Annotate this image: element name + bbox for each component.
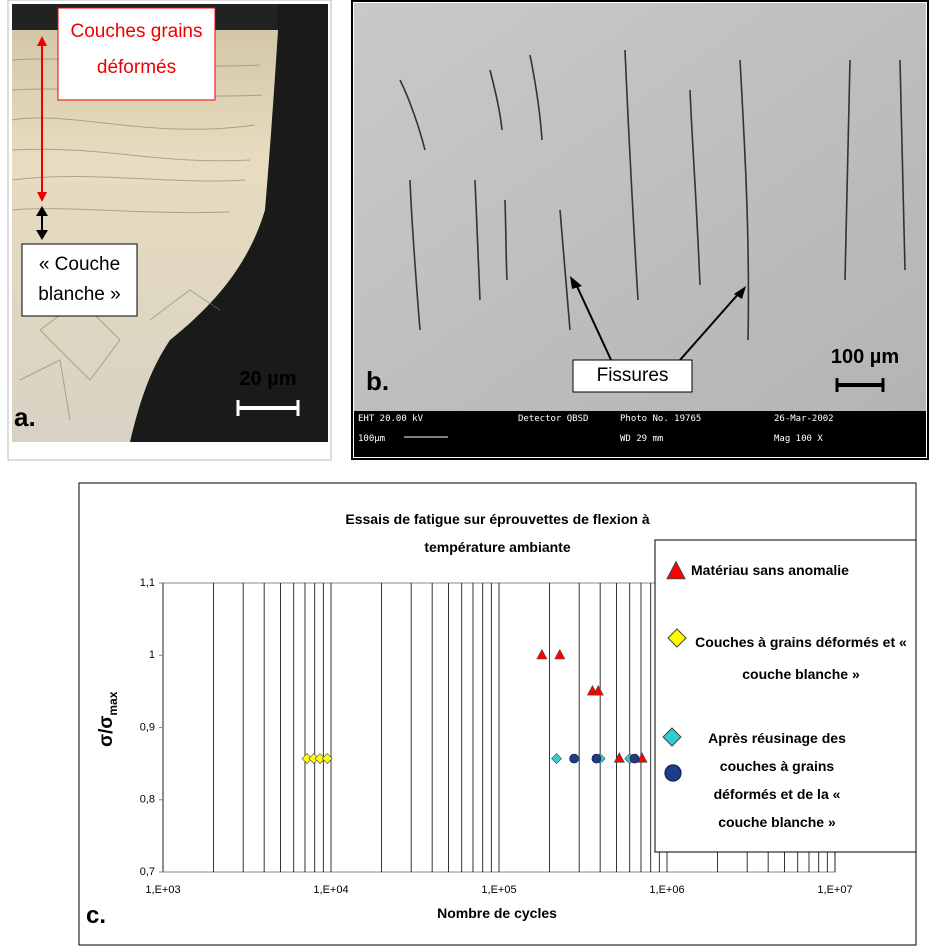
- x-tick-label: 1,E+07: [817, 884, 852, 896]
- marker-triangle: [536, 648, 548, 660]
- panel-label: c.: [86, 902, 107, 929]
- annotation-box: [572, 359, 693, 393]
- panel-b-border: [351, 0, 929, 460]
- marker-triangle: [592, 684, 604, 696]
- marker-circle: [591, 753, 602, 764]
- marker-diamond: [314, 753, 326, 764]
- marker-diamond: [662, 727, 682, 747]
- marker-triangle: [613, 752, 625, 763]
- x-tick-label: 1,E+06: [649, 884, 684, 896]
- y-tick-label: 1,1: [140, 577, 155, 589]
- micrograph-a-dark: [12, 4, 328, 442]
- y-axis-label: σ/σmax: [96, 692, 120, 747]
- sem-info-text: Photo No. 19765: [620, 414, 702, 424]
- sem-info-text: Detector QBSD: [518, 414, 589, 424]
- legend-label: Matériau sans anomalie: [691, 562, 849, 578]
- panel-label: a.: [14, 402, 36, 432]
- marker-circle: [629, 753, 640, 764]
- sem-info-text: Mag 100 X: [774, 434, 823, 444]
- micrograph-b: [354, 3, 926, 411]
- sem-info-text: 26-Mar-2002: [774, 414, 834, 424]
- sem-info-text: WD 29 mm: [620, 434, 664, 444]
- legend-label: Couches à grains déformés et « couche bl…: [695, 634, 907, 682]
- sem-info: EHT 20.00 kV Detector QBSD Photo No. 19765…: [358, 412, 924, 456]
- arrow: [679, 291, 741, 361]
- panel-label: b.: [366, 366, 390, 396]
- arrow-black-heads: [36, 206, 48, 240]
- sem-info-text: 100µm: [358, 434, 386, 444]
- chart-title: Essais de fatigue sur éprouvettes de fle…: [345, 511, 650, 555]
- marker-diamond: [551, 753, 562, 764]
- annotation-box: [21, 243, 138, 317]
- y-tick-label: 0,8: [140, 794, 155, 806]
- panel-a-border: [7, 0, 332, 461]
- sem-info-text: EHT 20.00 kV: [358, 414, 424, 424]
- x-tick-label: 1,E+04: [313, 884, 348, 896]
- x-tick-label: 1,E+03: [145, 884, 180, 896]
- y-tick-label: 0,9: [140, 721, 155, 733]
- annotation: « Couche blanche »: [38, 254, 121, 305]
- marker-triangle: [554, 648, 566, 660]
- legend-box: [654, 539, 917, 853]
- marker-diamond: [667, 628, 687, 648]
- marker-circle: [664, 764, 682, 782]
- y-tick-label: 0,7: [140, 866, 155, 878]
- marks: [301, 648, 648, 764]
- sem-info-bar: [354, 411, 926, 457]
- cracks: [399, 49, 906, 341]
- annotation-red: Couches grains déformés: [70, 21, 203, 78]
- y-axis-label-main: σ/σ: [96, 715, 118, 747]
- scale-label: 20 µm: [239, 368, 297, 390]
- y-axis-label-sub: max: [105, 691, 120, 716]
- marker-circle: [569, 753, 579, 764]
- marker-triangle: [636, 752, 648, 763]
- legend: [662, 560, 687, 782]
- legend-label: Après réusinage des couches à grains déf…: [708, 730, 846, 830]
- marker-diamond: [321, 753, 333, 764]
- annotation: Fissures: [596, 365, 669, 386]
- annotation-box-red: [57, 7, 216, 101]
- x-axis-label: Nombre de cycles: [437, 905, 557, 921]
- scale-label: 100 µm: [830, 346, 900, 368]
- marker-triangle: [666, 560, 686, 580]
- x-tick-label: 1,E+05: [481, 884, 516, 896]
- arrow: [574, 281, 613, 363]
- y-tick-label: 1: [149, 649, 155, 661]
